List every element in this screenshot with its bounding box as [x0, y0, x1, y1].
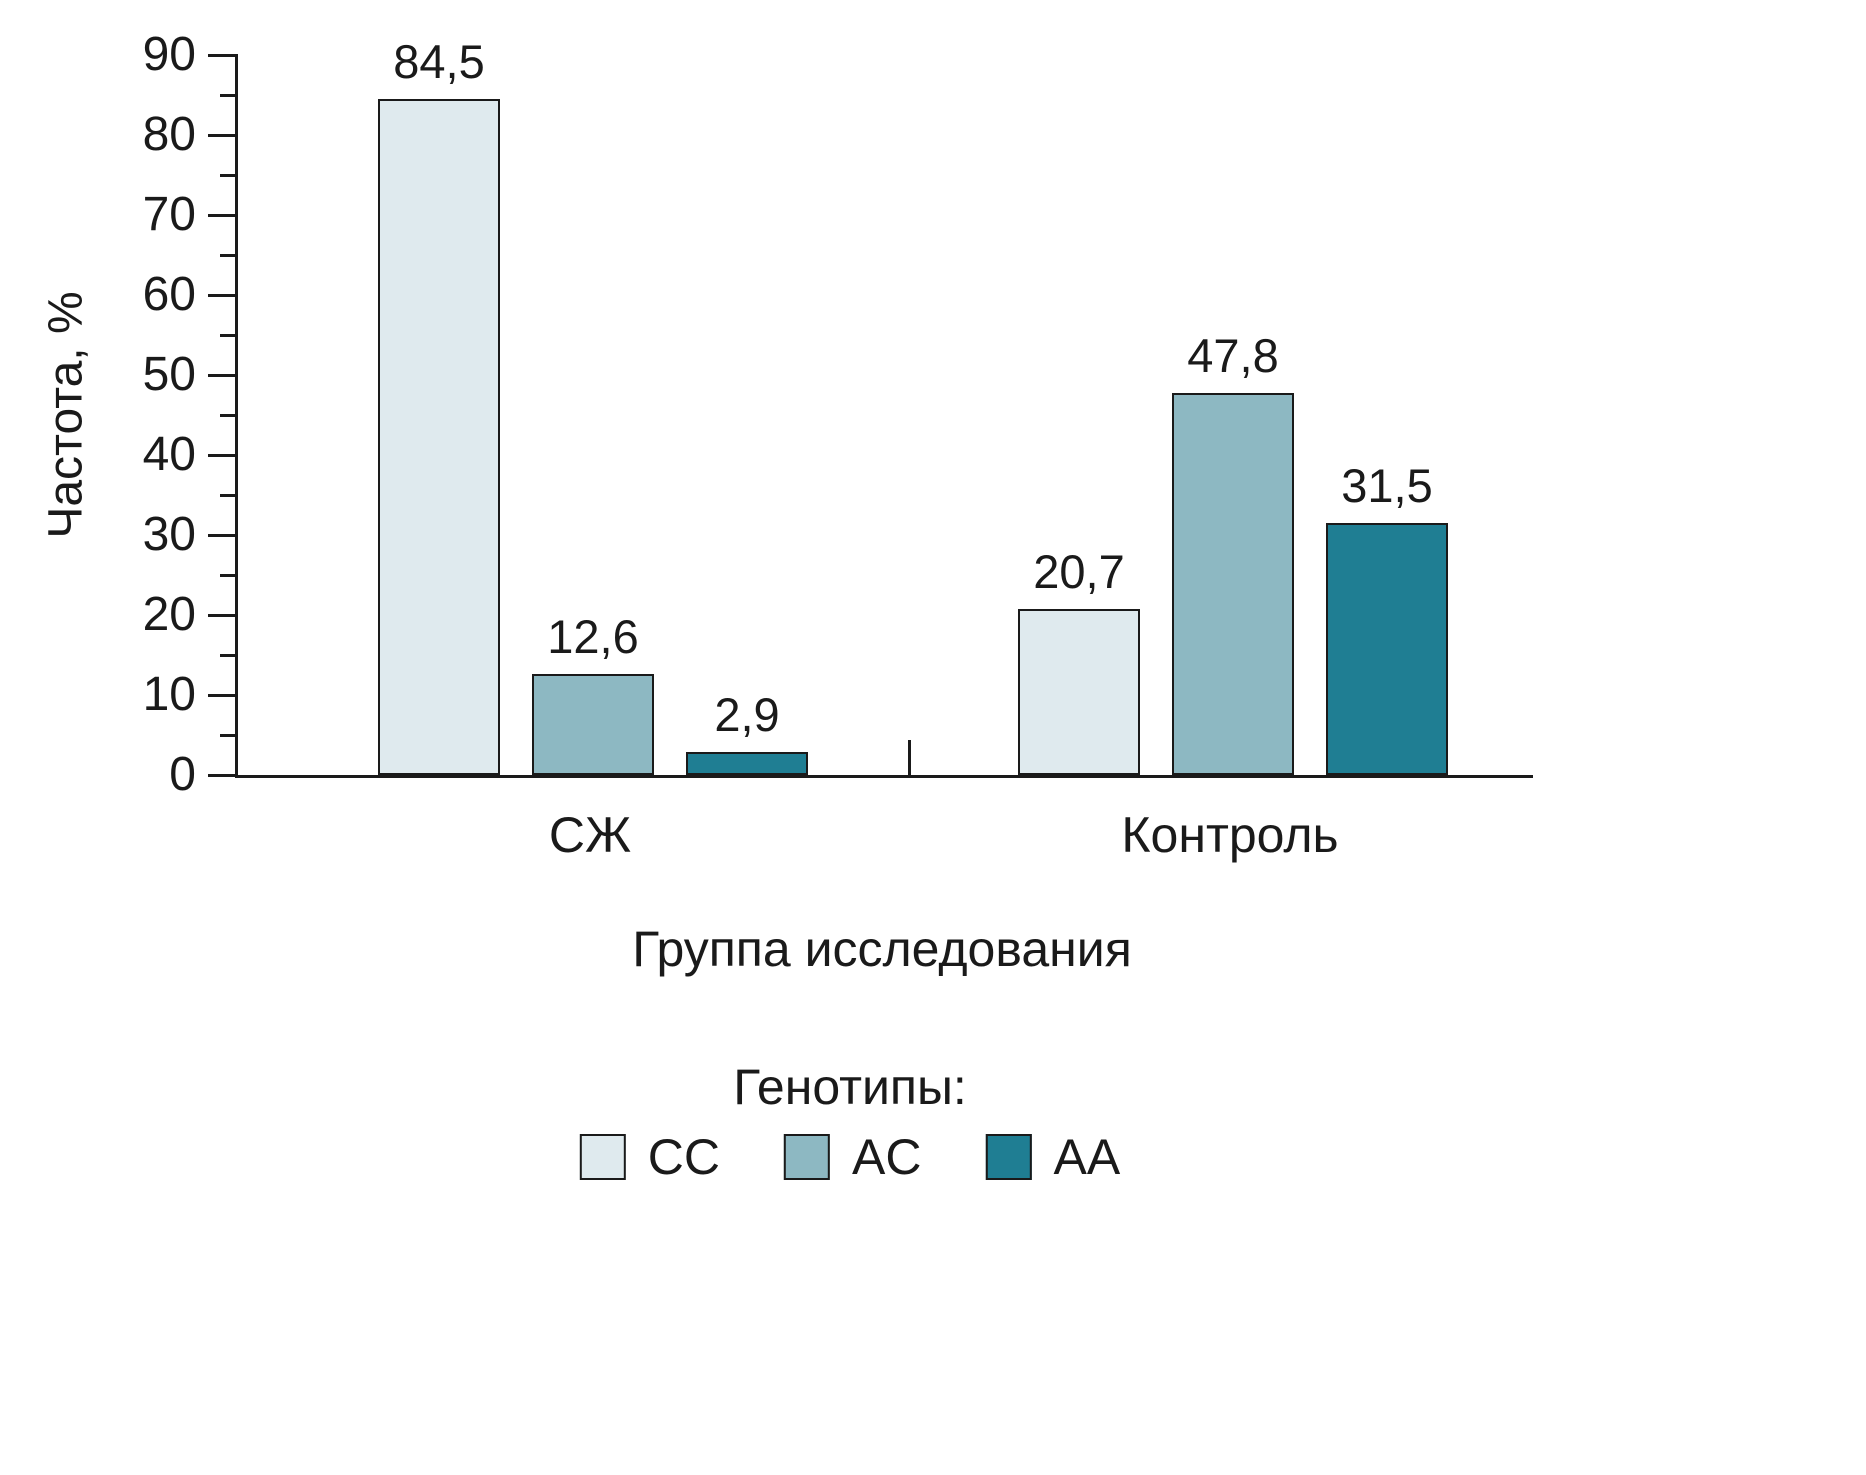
legend-item-CC: CC — [579, 1129, 721, 1185]
x-category-label-Контроль: Контроль — [1121, 807, 1339, 863]
legend-label-CC: CC — [647, 1129, 721, 1185]
bar-value-label: 47,8 — [1187, 328, 1279, 382]
y-axis-minor-tick — [220, 493, 238, 497]
y-axis-tick — [208, 133, 238, 137]
y-axis-tick — [208, 373, 238, 377]
legend-swatch-AA — [985, 1134, 1032, 1180]
y-axis-tick — [208, 773, 238, 777]
y-axis-tick — [208, 213, 238, 217]
bar-AA-Контроль — [1326, 523, 1448, 775]
bar-wrap-AA-Контроль: 31,5 — [1326, 462, 1448, 775]
y-axis-tick-label: 90 — [142, 28, 196, 81]
y-axis-minor-tick — [220, 93, 238, 97]
bar-value-label: 84,5 — [393, 35, 485, 88]
bar-AC-СЖ — [532, 674, 654, 775]
bar-CC-СЖ — [378, 99, 500, 775]
bar-AC-Контроль — [1172, 392, 1294, 775]
y-axis-tick-label: 70 — [142, 188, 196, 241]
y-axis-minor-tick — [220, 333, 238, 337]
legend-item-AA: AA — [985, 1132, 1120, 1182]
bar-value-label: 31,5 — [1341, 459, 1433, 512]
bar-value-label: 2,9 — [714, 687, 780, 741]
y-axis-tick — [208, 453, 238, 457]
x-axis-title: Группа исследования — [632, 921, 1132, 977]
y-axis-tick — [208, 693, 238, 697]
legend-label-AA: AA — [1053, 1129, 1121, 1185]
legend-swatch-CC — [579, 1134, 626, 1180]
y-axis-minor-tick — [220, 653, 238, 657]
y-axis-minor-tick — [220, 173, 238, 177]
y-axis-tick-label: 20 — [142, 588, 196, 642]
y-axis-tick-label: 0 — [169, 748, 196, 801]
y-axis-tick — [208, 293, 238, 297]
bar-value-label: 12,6 — [547, 610, 639, 664]
bar-wrap-CC-Контроль: 20,7 — [1018, 548, 1140, 775]
y-axis-title: Частота, % — [39, 291, 93, 539]
legend: CC AC AA — [579, 1129, 1120, 1185]
bar-CC-Контроль — [1018, 609, 1140, 775]
y-axis-tick-label: 30 — [142, 508, 196, 561]
y-axis-tick — [208, 53, 238, 57]
y-axis-minor-tick — [220, 413, 238, 417]
y-axis-minor-tick — [220, 733, 238, 737]
bar-wrap-CC-СЖ: 84,5 — [378, 38, 500, 775]
legend-item-AC: AC — [784, 1132, 921, 1182]
legend-label-AC: AC — [852, 1129, 922, 1185]
y-axis-tick-label: 80 — [142, 108, 196, 162]
bar-value-label: 20,7 — [1033, 545, 1125, 599]
x-category-label-СЖ: СЖ — [548, 807, 632, 863]
y-axis-minor-tick — [220, 253, 238, 257]
plot-area: 0 10 20 30 40 50 60 70 80 90 84,5 12,6 2,9 20,7 47,8 31… — [143, 31, 1533, 799]
bar-wrap-AA-СЖ: 2,9 — [686, 691, 808, 775]
bar-wrap-AC-Контроль: 47,8 — [1172, 332, 1294, 775]
bar-AA-СЖ — [686, 751, 808, 775]
y-axis-tick-label: 40 — [142, 428, 196, 482]
bar-group-СЖ: 84,5 12,6 2,9 — [378, 38, 808, 775]
legend-title: Генотипы: — [733, 1059, 967, 1115]
bar-group-Контроль: 20,7 47,8 31,5 — [1018, 55, 1448, 775]
y-axis-tick-label: 50 — [142, 348, 196, 401]
y-axis-tick — [208, 613, 238, 617]
x-axis-category-divider-tick — [908, 740, 911, 775]
y-axis-minor-tick — [220, 573, 238, 577]
bar-wrap-AC-СЖ: 12,6 — [532, 613, 654, 775]
y-axis-tick-label: 10 — [142, 668, 196, 722]
y-axis-tick-label: 60 — [142, 268, 196, 321]
legend-swatch-AC — [784, 1134, 831, 1180]
y-axis-tick — [208, 533, 238, 537]
